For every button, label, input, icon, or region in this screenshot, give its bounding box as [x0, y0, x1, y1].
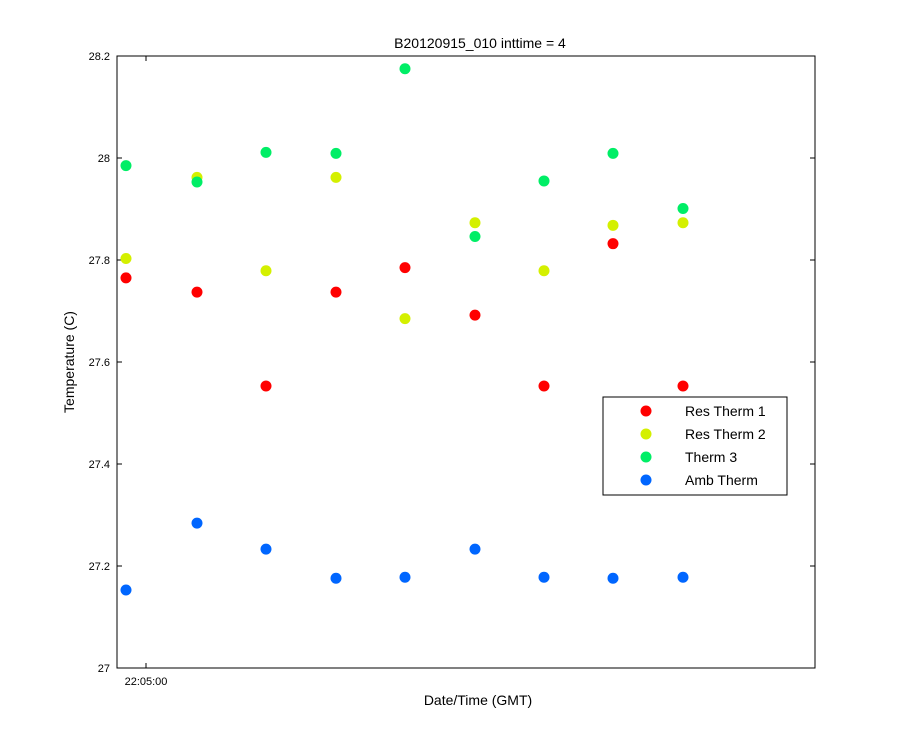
legend-marker-amb-therm [640, 474, 652, 486]
point-res-therm-1 [120, 272, 132, 284]
point-amb-therm [191, 517, 203, 529]
point-amb-therm [260, 543, 272, 555]
y-tick-label: 27.6 [89, 357, 110, 369]
point-res-therm-1 [260, 380, 272, 392]
point-amb-therm [538, 571, 550, 583]
point-res-therm-2 [607, 219, 619, 231]
plot-area [116, 55, 816, 669]
point-therm-3 [399, 63, 411, 75]
x-axis-label: Date/Time (GMT) [424, 692, 532, 708]
point-res-therm-1 [191, 286, 203, 298]
y-axis-label: Temperature (C) [61, 311, 77, 413]
legend-box [602, 396, 788, 496]
y-tick-label: 28.2 [89, 51, 110, 63]
point-res-therm-2 [330, 171, 342, 183]
x-tick-label: 22:05:00 [125, 676, 168, 688]
point-amb-therm [120, 584, 132, 596]
x-axis: 22:05:00 [125, 56, 168, 688]
point-amb-therm [399, 571, 411, 583]
legend: Res Therm 1 Res Therm 2 Therm 3 Amb Therm [602, 396, 788, 496]
point-res-therm-2 [538, 265, 550, 277]
point-therm-3 [469, 231, 481, 243]
point-res-therm-1 [677, 380, 689, 392]
data-points [120, 63, 689, 596]
chart-title: B20120915_010 inttime = 4 [394, 35, 566, 51]
y-tick-label: 28 [98, 153, 110, 165]
y-tick-label: 27.8 [89, 255, 110, 267]
y-tick-label: 27.4 [89, 459, 110, 471]
point-therm-3 [677, 202, 689, 214]
y-axis: 27 27.2 27.4 27.6 27.8 28 28.2 [89, 51, 815, 675]
point-therm-3 [260, 146, 272, 158]
legend-marker-res-therm-2 [640, 428, 652, 440]
point-res-therm-1 [538, 380, 550, 392]
point-therm-3 [120, 160, 132, 172]
legend-label-amb-therm: Amb Therm [685, 472, 758, 488]
point-res-therm-2 [469, 217, 481, 229]
point-therm-3 [191, 176, 203, 188]
point-res-therm-2 [677, 217, 689, 229]
y-tick-label: 27.2 [89, 561, 110, 573]
point-res-therm-1 [469, 309, 481, 321]
point-res-therm-1 [607, 238, 619, 250]
point-therm-3 [538, 175, 550, 187]
point-amb-therm [607, 572, 619, 584]
legend-label-res-therm-1: Res Therm 1 [685, 403, 766, 419]
point-therm-3 [607, 147, 619, 159]
legend-marker-res-therm-1 [640, 405, 652, 417]
point-res-therm-2 [399, 313, 411, 325]
point-res-therm-2 [120, 252, 132, 264]
point-res-therm-2 [260, 265, 272, 277]
point-res-therm-1 [330, 286, 342, 298]
point-amb-therm [330, 572, 342, 584]
y-tick-label: 27 [98, 663, 110, 675]
point-amb-therm [469, 543, 481, 555]
point-therm-3 [330, 147, 342, 159]
legend-marker-therm-3 [640, 451, 652, 463]
legend-label-res-therm-2: Res Therm 2 [685, 426, 766, 442]
point-res-therm-1 [399, 262, 411, 274]
point-amb-therm [677, 571, 689, 583]
legend-label-therm-3: Therm 3 [685, 449, 737, 465]
